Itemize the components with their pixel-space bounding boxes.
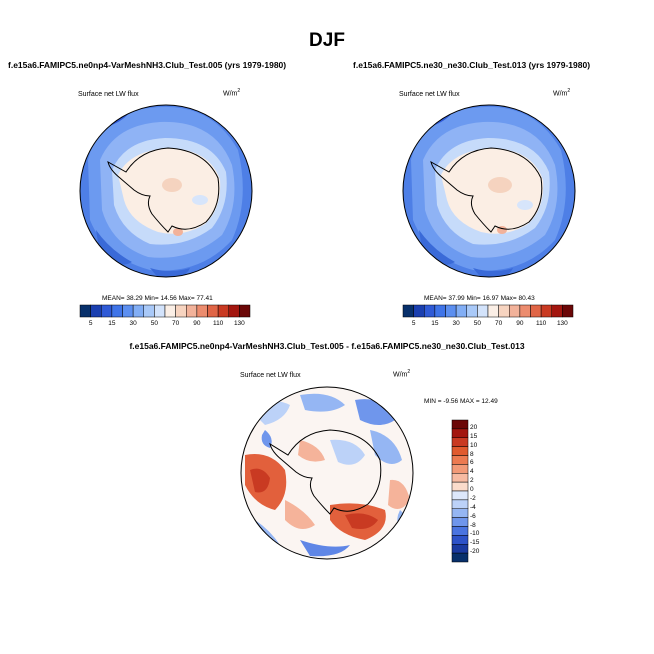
colorbar-tick-label: 110: [212, 320, 224, 327]
colorbar-tick-label: 15: [470, 432, 478, 440]
left-panel-variable: Surface net LW flux: [78, 91, 139, 98]
colorbar-tick-label: 30: [129, 320, 137, 327]
colorbar-cell: [451, 428, 469, 438]
colorbar-tick-label: 70: [495, 320, 503, 327]
colorbar-cell: [451, 473, 469, 483]
colorbar-cell: [451, 499, 469, 509]
colorbar-tick-label: -8: [470, 521, 476, 529]
colorbar-tick-label: -20: [470, 548, 480, 556]
colorbar-cell: [451, 490, 469, 501]
colorbar-tick-label: -15: [470, 539, 480, 547]
diff-panel-units: W/m2: [393, 369, 411, 379]
colorbar-tick-label: 4: [470, 468, 474, 476]
colorbar-tick-label: 15: [108, 320, 116, 327]
right-colorbar: [402, 304, 574, 318]
colorbar-cell: [451, 446, 469, 456]
colorbar-cell: [451, 464, 469, 474]
right-panel-variable: Surface net LW flux: [399, 91, 460, 98]
colorbar-tick-label: 50: [473, 320, 481, 327]
colorbar-tick-label: 8: [470, 450, 474, 458]
colorbar-tick-label: 6: [470, 459, 474, 467]
diff-panel-stats: MIN = -9.56 MAX = 12.49: [424, 398, 498, 405]
colorbar-tick-label: 70: [172, 320, 180, 327]
colorbar-tick-label: 10: [470, 441, 478, 449]
colorbar-tick-label: 15: [431, 320, 439, 327]
colorbar-tick-label: 20: [470, 423, 478, 431]
right-panel-case-title: f.e15a6.FAMIPC5.ne30_ne30.Club_Test.013 …: [353, 60, 591, 70]
colorbar-tick-label: 130: [233, 320, 245, 327]
diff-panel-title: f.e15a6.FAMIPC5.ne0np4-VarMeshNH3.Club_T…: [129, 341, 525, 351]
colorbar-tick-label: 90: [516, 320, 524, 327]
colorbar-cell: [451, 535, 469, 545]
colorbar-tick-label: 5: [411, 320, 416, 327]
colorbar-cell: [451, 419, 469, 430]
colorbar-cell: [239, 304, 251, 318]
colorbar-cell: [451, 517, 469, 527]
colorbar-tick-label: -4: [470, 503, 476, 511]
colorbar-cell: [451, 455, 469, 465]
colorbar-cell: [451, 508, 469, 518]
colorbar-tick-label: 30: [452, 320, 460, 327]
colorbar-cell: [451, 437, 469, 447]
colorbar-tick-label: 0: [470, 486, 474, 493]
colorbar-tick-label: 110: [535, 320, 547, 327]
diff-colorbar: [451, 419, 469, 563]
left-panel-case-title: f.e15a6.FAMIPC5.ne0np4-VarMeshNH3.Club_T…: [8, 60, 287, 70]
colorbar-tick-label: 130: [556, 320, 568, 327]
colorbar-cell: [451, 481, 469, 492]
colorbar-tick-label: 2: [470, 477, 474, 485]
colorbar-tick-label: -2: [470, 494, 476, 502]
figure-title: DJF: [309, 30, 345, 51]
colorbar-tick-label: 50: [150, 320, 158, 327]
left-colorbar: [79, 304, 251, 318]
left-panel-stats: MEAN= 38.29 Min= 14.56 Max= 77.41: [102, 295, 213, 302]
colorbar-cell: [451, 544, 469, 554]
colorbar-tick-label: -10: [470, 530, 480, 538]
diff-panel-variable: Surface net LW flux: [240, 372, 301, 379]
colorbar-cell: [451, 526, 469, 536]
right-panel-units: W/m2: [553, 88, 571, 98]
colorbar-cell: [562, 304, 574, 318]
left-panel-units: W/m2: [223, 88, 241, 98]
colorbar-cell: [451, 552, 469, 563]
colorbar-tick-label: -6: [470, 512, 476, 520]
colorbar-tick-label: 5: [88, 320, 93, 327]
right-panel-stats: MEAN= 37.99 Min= 16.97 Max= 80.43: [424, 295, 535, 302]
colorbar-tick-label: 90: [193, 320, 201, 327]
